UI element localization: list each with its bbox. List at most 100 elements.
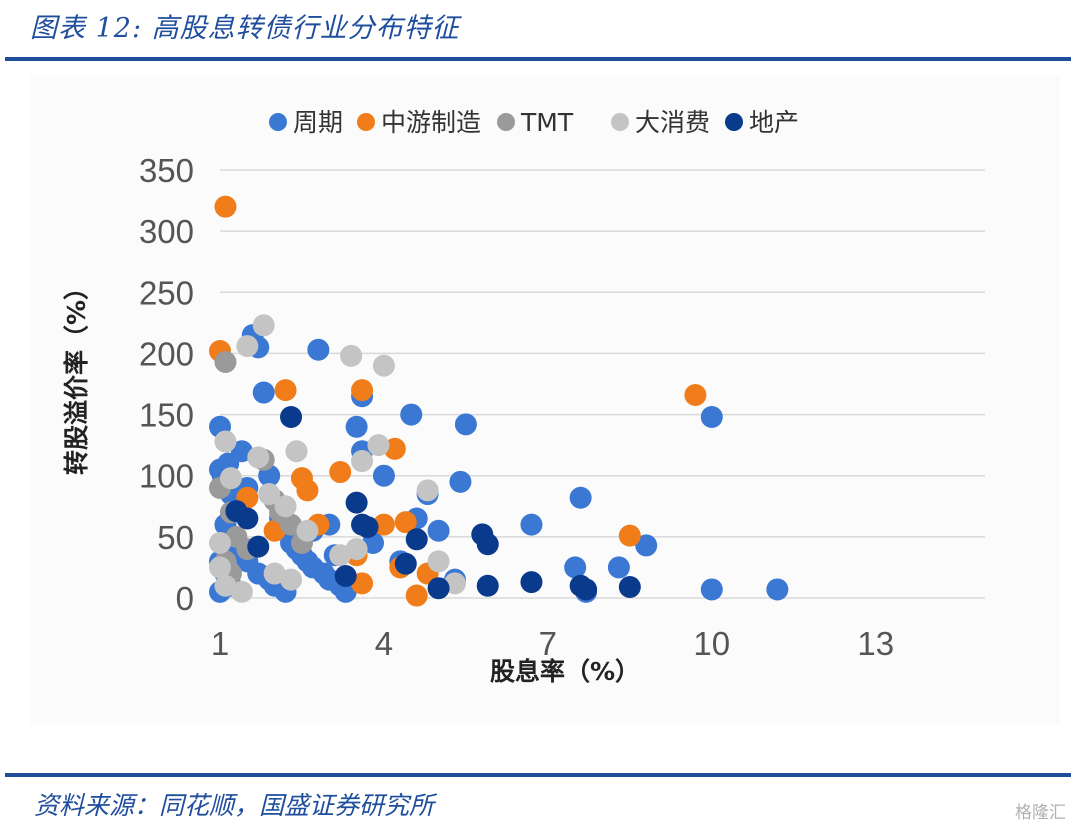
point-3 — [372, 354, 395, 377]
point-3 — [416, 479, 439, 502]
top-divider — [5, 57, 1071, 61]
point-3 — [230, 580, 253, 603]
point-1 — [351, 379, 374, 402]
point-4 — [356, 516, 379, 539]
point-4 — [476, 533, 499, 556]
point-0 — [427, 519, 450, 542]
point-3 — [236, 335, 259, 358]
point-0 — [252, 381, 275, 404]
point-4 — [575, 578, 598, 601]
point-1 — [394, 511, 417, 534]
legend-marker — [269, 113, 287, 131]
point-4 — [236, 507, 259, 530]
legend-label: TMT — [520, 108, 574, 137]
x-axis-label: 股息率（%） — [490, 657, 640, 686]
point-3 — [214, 430, 237, 453]
point-0 — [700, 406, 723, 429]
point-1 — [274, 379, 297, 402]
point-1 — [405, 584, 428, 607]
point-4 — [476, 574, 499, 597]
point-1 — [383, 437, 406, 460]
point-0 — [520, 513, 543, 536]
point-0 — [372, 464, 395, 487]
point-4 — [345, 491, 368, 514]
point-4 — [394, 552, 417, 575]
legend-marker — [357, 113, 375, 131]
chart-area — [30, 75, 1060, 725]
point-0 — [569, 486, 592, 509]
point-1 — [329, 461, 352, 484]
point-1 — [296, 479, 319, 502]
source-note: 资料来源：同花顺，国盛证券研究所 — [34, 791, 435, 820]
legend-marker — [611, 113, 629, 131]
point-0 — [334, 580, 357, 603]
x-tick-label: 13 — [857, 625, 894, 662]
point-1 — [214, 195, 237, 218]
point-3 — [263, 562, 286, 585]
y-tick-label: 0 — [176, 580, 194, 617]
bottom-divider — [5, 773, 1071, 777]
point-0 — [700, 578, 723, 601]
point-4 — [280, 406, 303, 429]
x-tick-label: 10 — [693, 625, 730, 662]
point-3 — [345, 538, 368, 561]
point-1 — [684, 384, 707, 407]
legend-marker — [725, 113, 743, 131]
x-tick-label: 1 — [211, 625, 229, 662]
legend: 周期 中游制造 TMT 大消费 地产 — [269, 108, 799, 137]
point-3 — [274, 495, 297, 518]
point-3 — [340, 344, 363, 367]
x-tick-label: 4 — [375, 625, 393, 662]
point-3 — [258, 483, 281, 506]
point-0 — [766, 578, 789, 601]
x-tick-label: 7 — [539, 625, 557, 662]
legend-label: 地产 — [749, 108, 799, 137]
legend-marker — [497, 113, 515, 131]
y-tick-label: 100 — [139, 458, 194, 495]
point-0 — [345, 415, 368, 438]
point-0 — [635, 534, 658, 557]
legend-label: 周期 — [293, 108, 343, 137]
point-2 — [214, 350, 237, 373]
y-axis-label: 转股溢价率（%） — [62, 275, 91, 475]
point-3 — [367, 434, 390, 457]
y-tick-label: 150 — [139, 397, 194, 434]
y-tick-label: 350 — [139, 152, 194, 189]
point-1 — [618, 524, 641, 547]
watermark: 格隆汇 — [1015, 803, 1066, 823]
point-0 — [454, 413, 477, 436]
y-tick-label: 300 — [139, 213, 194, 250]
point-0 — [564, 556, 587, 579]
data-points — [209, 195, 789, 607]
point-0 — [307, 338, 330, 361]
point-4 — [405, 528, 428, 551]
point-3 — [247, 446, 270, 469]
point-0 — [449, 470, 472, 493]
point-3 — [209, 556, 231, 579]
point-3 — [285, 440, 308, 463]
point-3 — [209, 531, 231, 554]
point-0 — [607, 556, 630, 579]
point-3 — [427, 550, 450, 573]
point-4 — [427, 577, 450, 600]
y-tick-label: 50 — [157, 519, 194, 556]
x-tick-labels: 1 4 7 10 13 — [211, 625, 894, 662]
point-1 — [372, 513, 395, 536]
point-3 — [351, 450, 374, 473]
legend-label: 中游制造 — [381, 108, 481, 137]
legend-label: 大消费 — [635, 108, 710, 137]
y-tick-label: 200 — [139, 335, 194, 372]
y-tick-labels: 0 50 100 150 200 250 300 350 — [139, 152, 194, 617]
point-4 — [334, 564, 357, 587]
point-0 — [400, 403, 423, 426]
point-4 — [247, 535, 270, 558]
figure-title: 图表 12: 高股息转债行业分布特征 — [30, 13, 460, 44]
point-3 — [219, 467, 242, 490]
point-4 — [618, 575, 641, 598]
point-3 — [252, 314, 275, 337]
point-1 — [351, 572, 374, 595]
y-tick-label: 250 — [139, 274, 194, 311]
point-4 — [520, 571, 543, 594]
point-3 — [296, 519, 319, 542]
